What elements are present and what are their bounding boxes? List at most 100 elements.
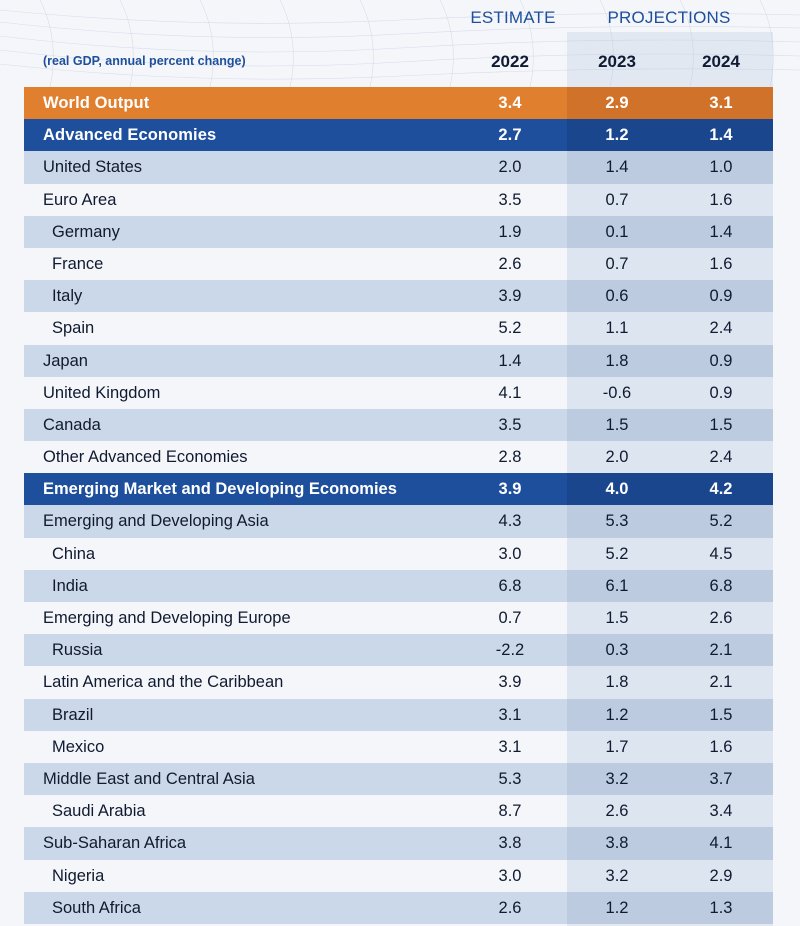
table-row: Saudi Arabia 8.7 2.6 3.4	[24, 795, 773, 828]
row-label: Latin America and the Caribbean	[43, 673, 284, 692]
value-cell-2023: 5.3	[605, 512, 629, 531]
projection-cell-band	[567, 569, 773, 602]
projection-cell-band	[567, 634, 773, 667]
value-cell-2022: 3.5	[498, 415, 522, 434]
value-cell-2024: 2.4	[709, 319, 733, 338]
table-row: India 6.8 6.1 6.8	[24, 569, 773, 602]
value-cell-2024: 1.6	[709, 190, 733, 209]
value-cell-2024: 1.4	[709, 126, 733, 145]
row-label: World Output	[43, 94, 150, 112]
table-subtitle: (real GDP, annual percent change)	[43, 54, 246, 68]
value-cell-2024: 2.4	[709, 448, 733, 467]
projections-header: PROJECTIONS	[607, 8, 731, 27]
table-row: Emerging and Developing Asia 4.3 5.3 5.2	[24, 505, 773, 538]
row-label: Emerging and Developing Asia	[43, 512, 269, 531]
value-cell-2022: 3.0	[498, 866, 522, 885]
value-cell-2022: 1.4	[498, 351, 522, 370]
row-label: Spain	[52, 319, 95, 338]
value-cell-2022: 2.6	[498, 898, 522, 917]
table-row: United States 2.0 1.4 1.0	[24, 151, 773, 184]
value-cell-2024: 2.6	[709, 609, 733, 627]
value-cell-2024: 0.9	[709, 383, 733, 402]
value-cell-2022: 2.6	[498, 254, 522, 273]
row-label: Advanced Economies	[43, 126, 217, 145]
value-cell-2023: 0.1	[605, 222, 629, 241]
value-cell-2022: 6.8	[498, 576, 522, 595]
value-cell-2022: 3.4	[498, 94, 522, 112]
value-cell-2024: 6.8	[709, 576, 733, 595]
table-row: Japan 1.4 1.8 0.9	[24, 344, 773, 377]
value-cell-2023: 1.2	[605, 705, 629, 724]
value-cell-2024: 2.1	[709, 641, 733, 660]
value-cell-2024: 5.2	[709, 512, 733, 531]
table-row: Emerging and Developing Europe 0.7 1.5 2.6	[24, 602, 773, 635]
value-cell-2023: 4.0	[605, 480, 629, 499]
value-cell-2022: 3.1	[498, 737, 522, 756]
table-row: China 3.0 5.2 4.5	[24, 537, 773, 570]
value-cell-2024: 4.5	[709, 544, 733, 563]
row-label: Mexico	[52, 737, 105, 756]
value-cell-2023: 1.2	[605, 898, 629, 917]
projection-cell-band	[567, 537, 773, 570]
projection-cell-band	[567, 795, 773, 828]
value-cell-2022: 2.7	[498, 126, 522, 145]
row-label: Euro Area	[43, 190, 117, 209]
year-header-2022: 2022	[491, 52, 529, 71]
projection-cell-band	[567, 344, 773, 377]
value-cell-2024: 1.5	[709, 705, 733, 724]
value-cell-2024: 1.6	[709, 254, 733, 273]
value-cell-2024: 1.4	[709, 222, 733, 241]
value-cell-2024: 0.9	[709, 351, 733, 370]
projection-cell-band	[567, 280, 773, 313]
value-cell-2023: 1.8	[605, 351, 629, 370]
value-cell-2023: 2.9	[605, 94, 629, 112]
projection-cell-band	[567, 602, 773, 635]
table-row: Euro Area 3.5 0.7 1.6	[24, 183, 773, 216]
value-cell-2024: 0.9	[709, 287, 733, 306]
value-cell-2023: 0.7	[605, 254, 629, 273]
value-cell-2023: 1.5	[605, 609, 629, 627]
value-cell-2024: 3.4	[709, 802, 733, 821]
table-row: Germany 1.9 0.1 1.4	[24, 215, 773, 248]
estimate-header: ESTIMATE	[470, 8, 556, 27]
value-cell-2024: 2.1	[709, 673, 733, 692]
table-row: Middle East and Central Asia 5.3 3.2 3.7	[24, 762, 773, 796]
value-cell-2023: 2.0	[605, 448, 629, 467]
table-row: United Kingdom 4.1 -0.6 0.9	[24, 376, 773, 409]
value-cell-2024: 3.7	[709, 769, 733, 788]
value-cell-2022: 3.5	[498, 190, 522, 209]
row-label: Emerging and Developing Europe	[43, 609, 291, 627]
projection-cell-band	[567, 666, 773, 699]
row-label: China	[52, 544, 96, 563]
value-cell-2022: 8.7	[498, 802, 522, 821]
value-cell-2023: -0.6	[602, 383, 632, 402]
row-label: United Kingdom	[43, 383, 161, 402]
row-label: South Africa	[52, 898, 141, 917]
projection-cell-band	[567, 859, 773, 892]
projection-cell-band	[567, 87, 773, 120]
value-cell-2022: 3.9	[498, 480, 522, 499]
row-label: Japan	[43, 351, 88, 370]
table-row: South Africa 2.6 1.2 1.3	[24, 891, 773, 924]
table-row: Sub-Saharan Africa 3.8 3.8 4.1	[24, 827, 773, 860]
value-cell-2022: 3.1	[498, 705, 522, 724]
projection-cell-band	[567, 891, 773, 924]
projection-cell-band	[567, 408, 773, 442]
row-label: Other Advanced Economies	[43, 448, 248, 467]
value-cell-2022: 0.7	[498, 609, 522, 627]
gdp-table-body: World Output 3.4 2.9 3.1 Advanced Economies 2…	[24, 87, 773, 924]
table-row: Russia -2.2 0.3 2.1	[24, 634, 773, 667]
value-cell-2023: 6.1	[605, 576, 629, 595]
row-label: Nigeria	[52, 866, 105, 885]
projection-cell-band	[567, 473, 773, 506]
value-cell-2023: 3.8	[605, 834, 629, 853]
row-label: Emerging Market and Developing Economies	[43, 480, 397, 499]
value-cell-2022: 4.3	[498, 512, 522, 531]
row-label: Italy	[52, 287, 83, 306]
value-cell-2023: 1.4	[605, 158, 629, 177]
value-cell-2024: 4.2	[709, 480, 733, 499]
projection-cell-band	[567, 183, 773, 216]
projection-cell-band	[567, 730, 773, 763]
row-label: Canada	[43, 415, 101, 434]
row-label: Russia	[52, 641, 103, 660]
